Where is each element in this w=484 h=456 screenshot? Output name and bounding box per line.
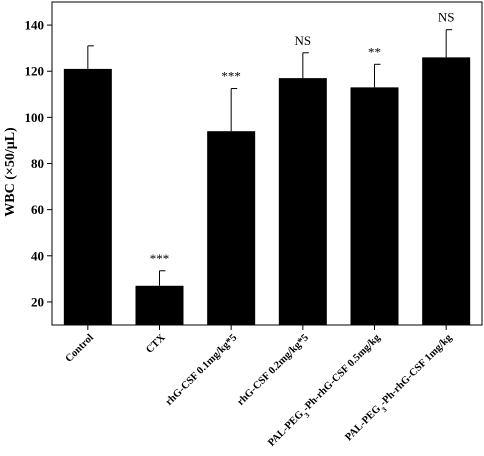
bar-6 (422, 57, 471, 325)
plot-frame (51, 1, 483, 326)
x-tick-label-4: rhG-CSF 0.2mg/kg*5 (235, 332, 311, 408)
significance-label-5: ** (368, 44, 381, 59)
x-tick-label-1: Control (64, 332, 96, 364)
significance-annotations-layer: *** *** NS ** NS (150, 10, 455, 266)
error-bars-layer (87, 29, 453, 286)
y-axis-title: WBC (×50/μL) (3, 127, 18, 217)
bar-4 (278, 78, 327, 325)
y-tick-label-1: 20 (31, 294, 44, 309)
y-tick-label-6: 120 (25, 64, 45, 79)
bar-5 (350, 87, 399, 325)
y-tick-label-2: 40 (31, 248, 44, 263)
significance-label-2: *** (150, 251, 170, 266)
significance-label-3: *** (221, 69, 241, 84)
y-tick-label-3: 60 (31, 202, 44, 217)
bar-2 (135, 285, 184, 325)
bars-layer (63, 57, 471, 326)
y-tick-label-4: 80 (31, 156, 44, 171)
x-tick-label-2: CTX (144, 332, 168, 356)
y-tick-label-7: 140 (25, 18, 45, 33)
x-tick-label-5: PAL-PEG3-Ph-rhG-CSF 0.5mg/kg (266, 332, 385, 451)
bar-3 (207, 131, 256, 325)
significance-label-4: NS (295, 33, 312, 48)
x-tick-label-3: rhG-CSF 0.1mg/kg*5 (164, 332, 240, 408)
y-tick-label-5: 100 (25, 110, 45, 125)
bar-1 (63, 68, 112, 326)
significance-label-6: NS (438, 10, 455, 25)
